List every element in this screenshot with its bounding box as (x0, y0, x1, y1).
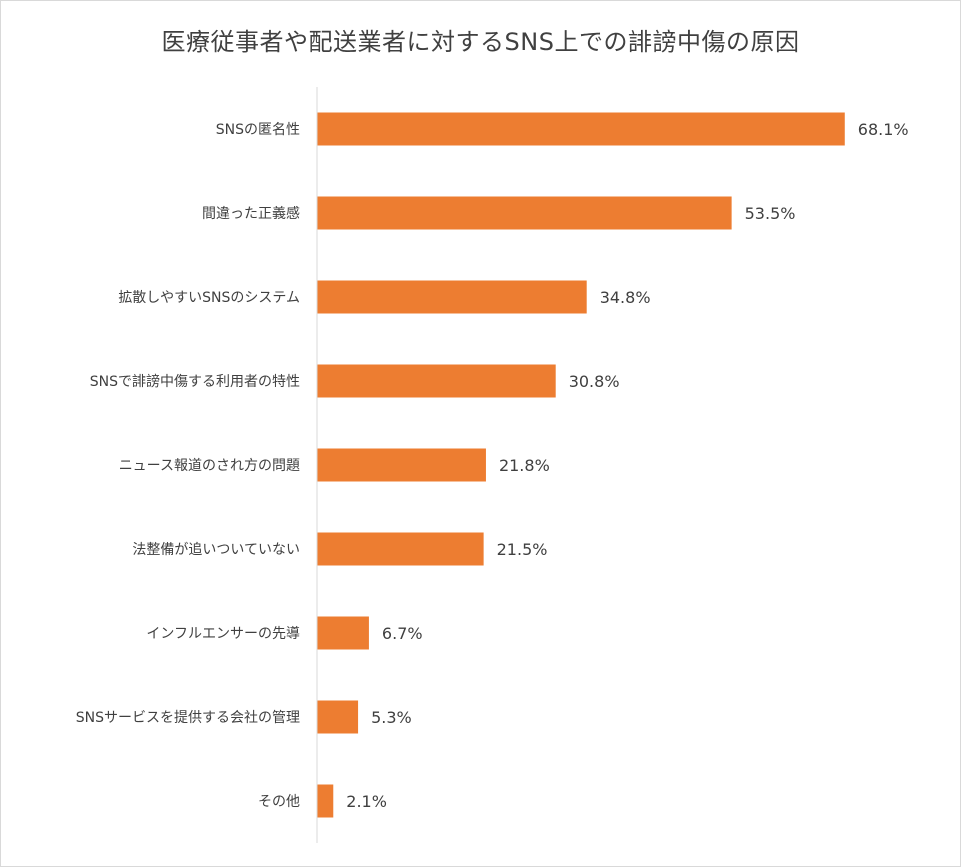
category-label: SNSの匿名性 (216, 122, 300, 138)
bar (317, 364, 556, 398)
bar (317, 448, 486, 482)
data-label: 5.3% (371, 708, 412, 727)
bar (317, 280, 587, 314)
category-label: 拡散しやすいSNSのシステム (118, 290, 300, 306)
value-labels-group: 68.1% 53.5% 34.8% 30.8% 21.8% 21.5% 6.7% 5.3% 2.… (346, 120, 908, 811)
bar (317, 784, 334, 818)
data-label: 6.7% (382, 624, 423, 643)
bar (317, 700, 359, 734)
category-label: SNSで誹謗中傷する利用者の特性 (90, 373, 300, 390)
data-label: 68.1% (858, 120, 909, 139)
bars-group (317, 112, 845, 818)
data-label: 34.8% (600, 288, 651, 307)
bar (317, 532, 484, 566)
data-label: 2.1% (346, 792, 387, 811)
category-label: SNSサービスを提供する会社の管理 (76, 710, 300, 726)
category-label: その他 (258, 794, 300, 810)
data-label: 21.8% (499, 456, 550, 475)
category-label: 法整備が追いついていない (132, 542, 300, 558)
category-label: ニュース報道のされ方の問題 (119, 458, 300, 474)
bar (317, 616, 369, 650)
bar (317, 112, 845, 146)
data-label: 30.8% (569, 372, 620, 391)
category-label: 間違った正義感 (202, 205, 300, 222)
bar (317, 196, 732, 230)
data-label: 53.5% (745, 204, 796, 223)
category-label: インフルエンサーの先導 (146, 626, 300, 642)
data-label: 21.5% (497, 540, 548, 559)
chart-title: 医療従事者や配送業者に対するSNS上での誹謗中傷の原因 (161, 28, 800, 56)
